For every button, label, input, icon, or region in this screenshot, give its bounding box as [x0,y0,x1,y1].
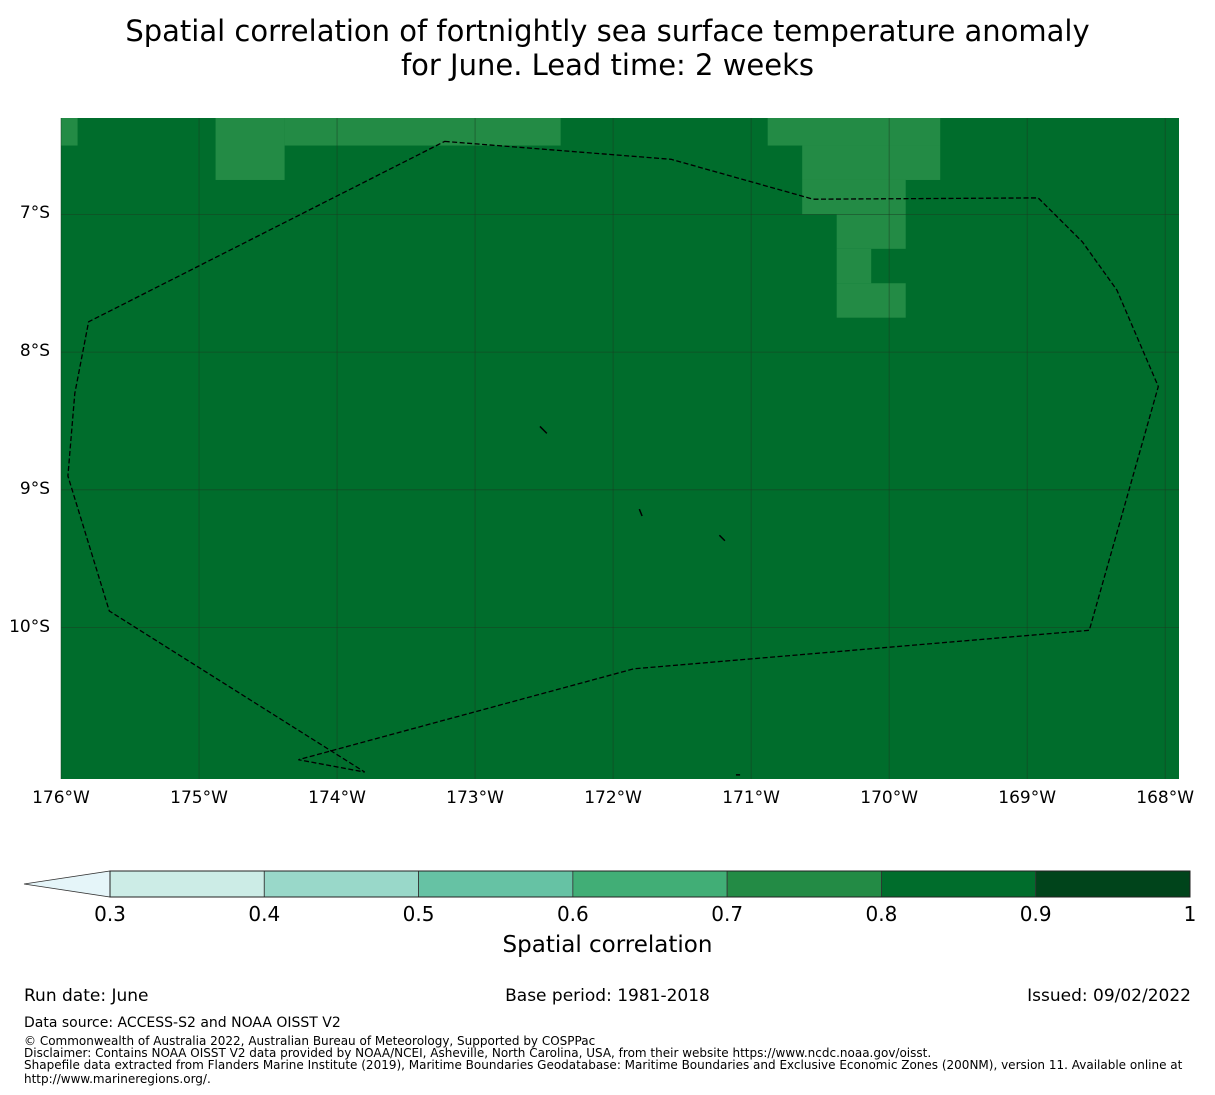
chart-title: Spatial correlation of fortnightly sea s… [0,14,1215,82]
correlation-cell [802,145,941,180]
latitude-tick-label: 9°S [19,478,50,499]
correlation-cell [215,118,285,180]
run-date: Run date: June [24,986,149,1006]
map-background-field [61,118,1179,779]
longitude-tick-label: 168°W [1136,788,1195,808]
latitude-tick-label: 7°S [19,203,50,224]
issued-date: Issued: 09/02/2022 [1027,986,1191,1006]
colorbar-bin [572,870,728,898]
longitude-tick-label: 175°W [170,788,228,808]
colorbar-title: Spatial correlation [502,932,713,958]
longitude-tick-label: 176°W [32,788,90,808]
island [539,425,548,434]
title-line-2: for June. Lead time: 2 weeks [400,48,815,82]
correlation-cell [836,283,906,318]
longitude-tick-label: 171°W [722,788,780,808]
data-source: Data source: ACCESS-S2 and NOAA OISST V2 [24,1015,341,1031]
colorbar-bin [726,870,882,898]
latitude-tick-label: 8°S [19,341,50,362]
colorbar-bin [418,870,574,898]
colorbar-tick-label: 0.3 [94,902,126,926]
longitude-tick-label: 173°W [446,788,504,808]
correlation-cell [767,118,941,146]
colorbar-frame [109,870,1191,898]
copyright-notice: © Commonwealth of Australia 2022, Austra… [24,1034,596,1048]
colorbar-bin [1035,870,1191,898]
colorbar-bin [263,870,419,898]
correlation-cell [61,118,78,146]
colorbar-bin [109,870,265,898]
colorbar-tick-label: 0.4 [248,902,281,926]
shapefile-url: http://www.marineregions.org/. [24,1072,211,1086]
correlation-cell [284,118,561,146]
colorbar-underflow-arrow [23,870,111,898]
longitude-tick-label: 172°W [584,788,642,808]
colorbar-tick-label: 0.9 [1019,902,1052,926]
base-period: Base period: 1981-2018 [505,986,710,1006]
longitude-tick-label: 170°W [860,788,919,808]
island [638,508,643,517]
correlation-cell [836,214,906,249]
latitude-tick-label: 10°S [9,616,50,637]
longitude-tick-label: 174°W [308,788,366,808]
colorbar-tick-label: 0.6 [556,902,589,926]
island [718,534,726,542]
colorbar-tick-label: 1 [1183,902,1197,926]
colorbar-bin [881,870,1037,898]
title-line-1: Spatial correlation of fortnightly sea s… [125,14,1090,48]
colorbar-tick-label: 0.8 [865,902,898,926]
correlation-cell [802,179,906,215]
shapefile-credit: Shapefile data extracted from Flanders M… [24,1058,1183,1072]
colorbar-tick-label: 0.5 [402,902,435,926]
longitude-tick-label: 169°W [998,788,1057,808]
eez-boundary [67,140,1159,773]
correlation-cell [836,248,872,284]
disclaimer: Disclaimer: Contains NOAA OISST V2 data … [24,1046,932,1060]
colorbar-tick-label: 0.7 [711,902,744,926]
